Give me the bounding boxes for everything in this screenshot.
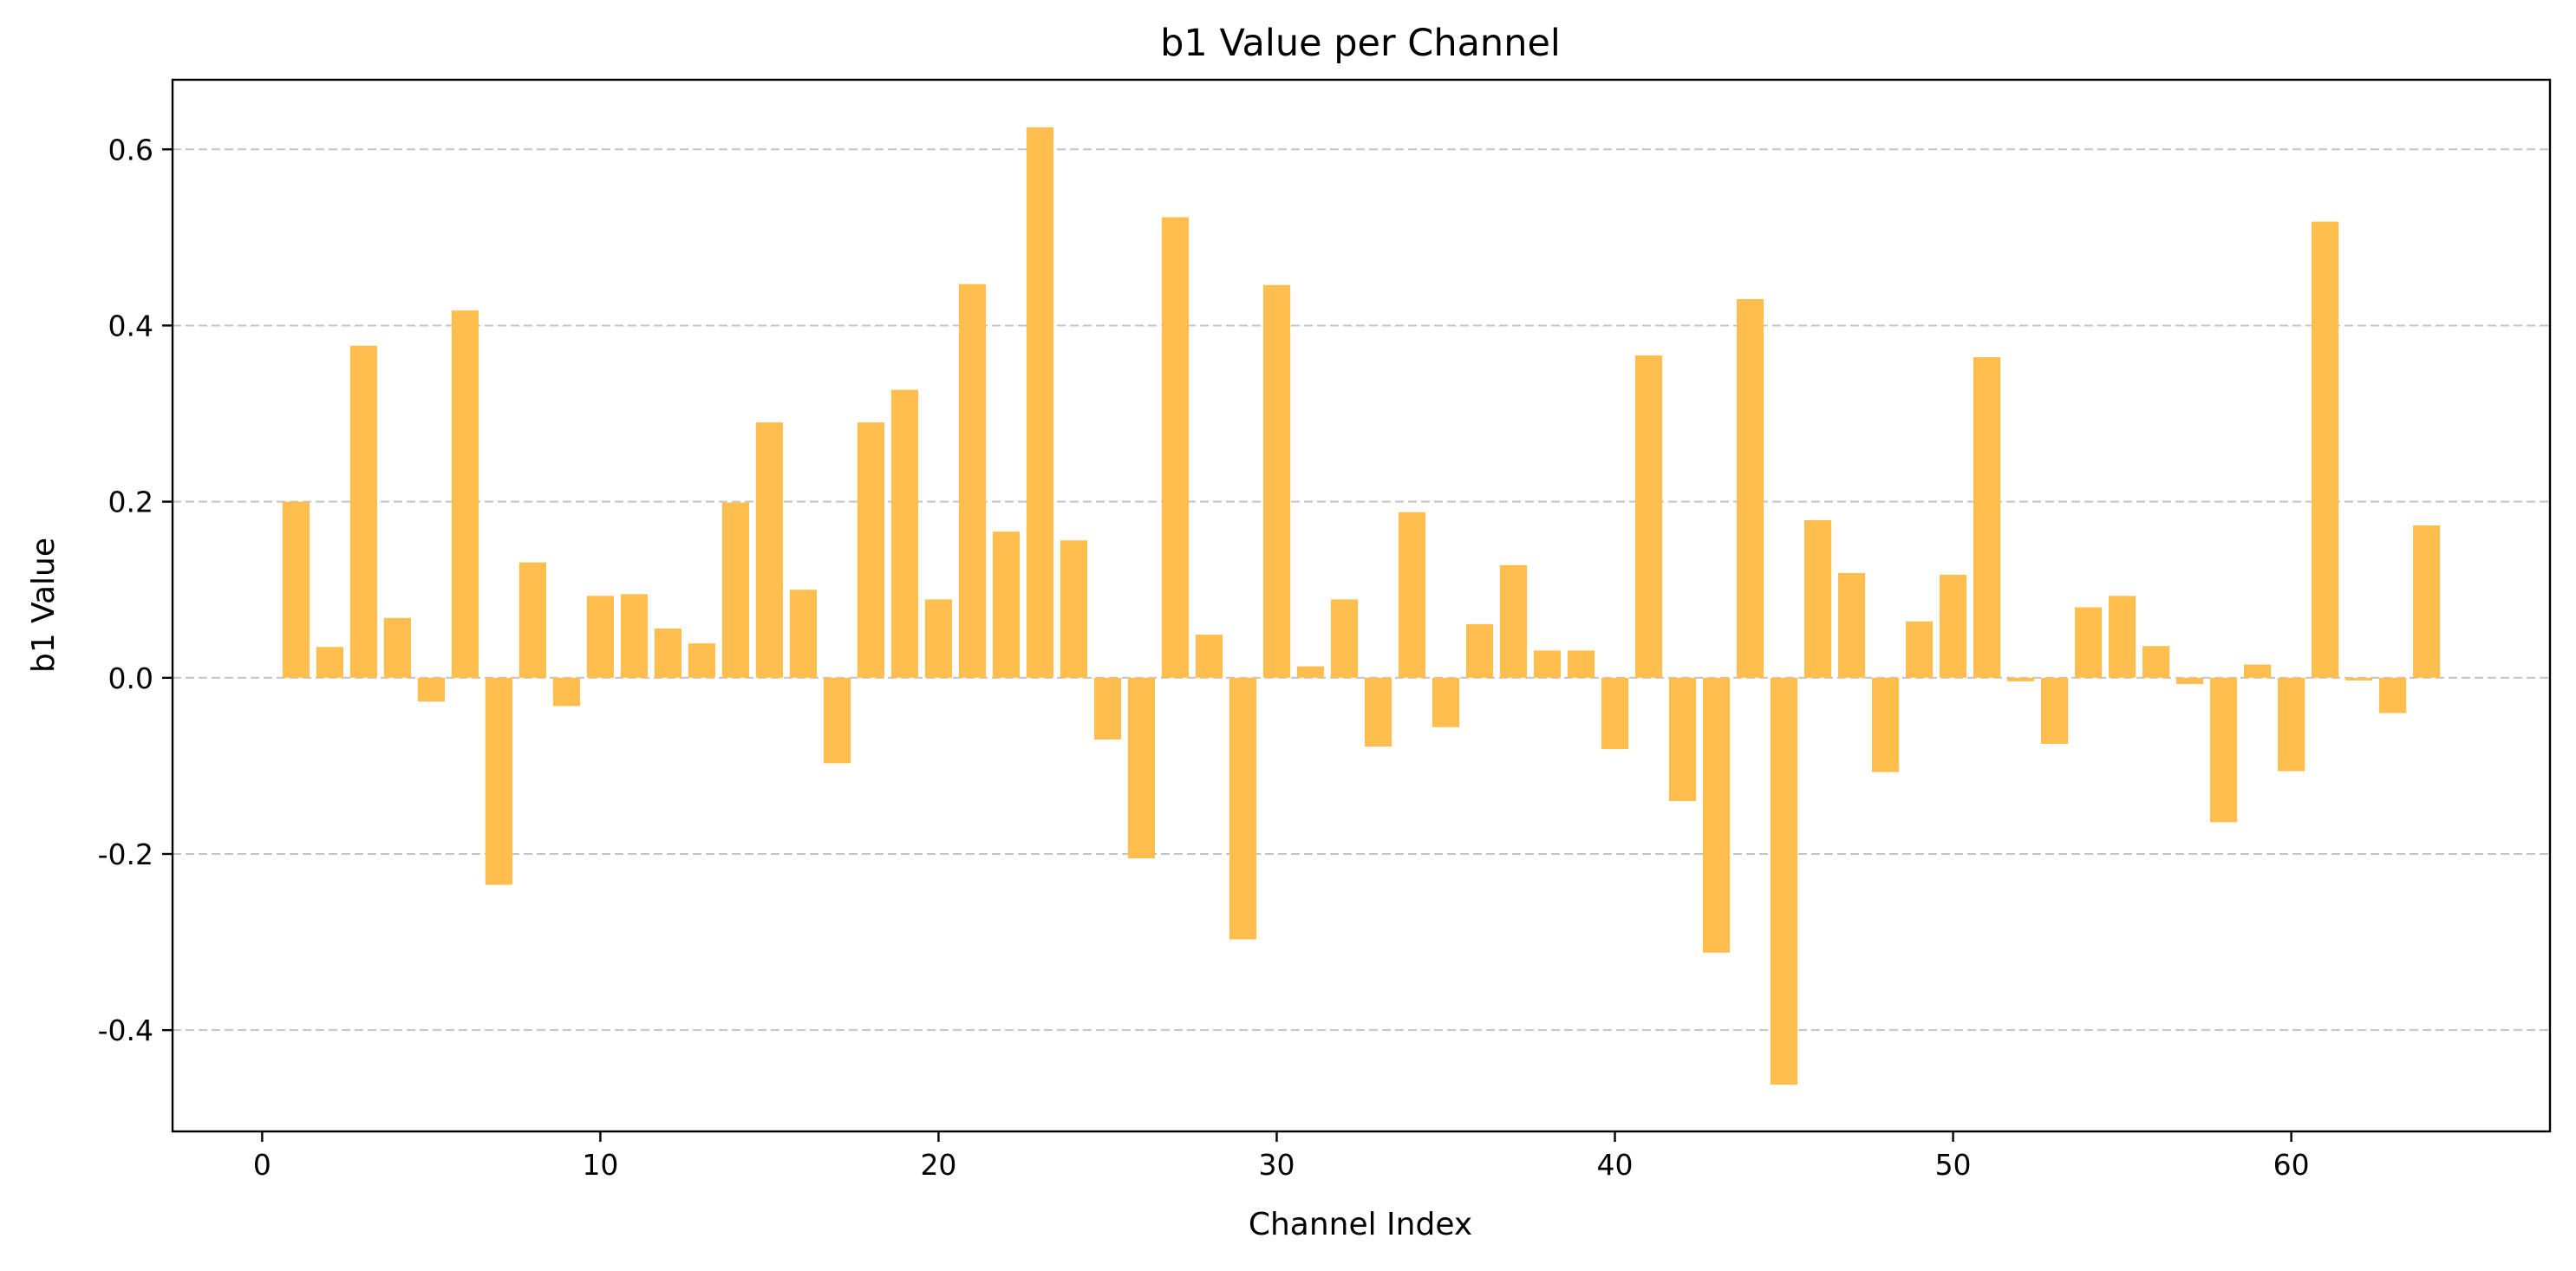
y-tick-label: 0.0 bbox=[108, 662, 153, 695]
bar bbox=[1736, 298, 1764, 678]
bar bbox=[1770, 677, 1798, 1085]
bar bbox=[2040, 677, 2069, 744]
bar bbox=[620, 594, 649, 678]
bar bbox=[1431, 677, 1460, 727]
bar bbox=[485, 677, 512, 885]
bar bbox=[1634, 355, 1663, 678]
y-tick-label: 0.6 bbox=[108, 133, 153, 166]
bar bbox=[2108, 596, 2136, 678]
bar bbox=[1093, 677, 1122, 740]
bar-series bbox=[282, 127, 2441, 1085]
x-tick-label: 50 bbox=[1935, 1148, 1972, 1182]
bar bbox=[654, 628, 682, 678]
bar bbox=[1195, 635, 1223, 678]
bar bbox=[2210, 677, 2238, 823]
x-tick-label: 40 bbox=[1597, 1148, 1634, 1182]
bar bbox=[1871, 677, 1900, 772]
bar bbox=[2345, 677, 2373, 681]
bar bbox=[2176, 677, 2204, 684]
y-tick-label: -0.2 bbox=[98, 838, 153, 871]
bar bbox=[2379, 677, 2407, 714]
bar bbox=[890, 389, 919, 678]
bar bbox=[1398, 512, 1426, 678]
bar bbox=[857, 422, 885, 678]
bar bbox=[1296, 666, 1325, 678]
bar bbox=[721, 502, 750, 678]
bar bbox=[958, 284, 987, 678]
chart-title: b1 Value per Channel bbox=[1160, 22, 1561, 65]
bar bbox=[1465, 623, 1494, 678]
bar bbox=[383, 617, 411, 678]
bar bbox=[2413, 525, 2441, 678]
bar bbox=[282, 501, 310, 678]
bar bbox=[1567, 650, 1595, 678]
bar bbox=[1803, 519, 1832, 678]
bar bbox=[1499, 564, 1528, 678]
bar bbox=[1668, 677, 1697, 802]
bar bbox=[688, 643, 716, 678]
plot-frame bbox=[171, 78, 2552, 1133]
bar bbox=[1262, 284, 1291, 678]
y-tick-label: 0.2 bbox=[108, 486, 153, 519]
x-tick-label: 30 bbox=[1258, 1148, 1295, 1182]
y-axis: -0.4 -0.2 0.0 0.2 0.4 0.6 bbox=[98, 133, 173, 1047]
bar bbox=[2244, 664, 2272, 678]
x-tick-label: 20 bbox=[920, 1148, 956, 1182]
bar bbox=[1026, 127, 1054, 678]
bar bbox=[2312, 221, 2339, 678]
bar bbox=[1364, 677, 1392, 747]
y-tick-label: 0.4 bbox=[108, 309, 153, 342]
bar bbox=[1060, 540, 1088, 678]
bar bbox=[1229, 677, 1257, 940]
bar bbox=[1127, 677, 1156, 859]
bar bbox=[924, 599, 953, 678]
bar bbox=[1939, 574, 1967, 678]
bar bbox=[1161, 217, 1190, 678]
bar bbox=[789, 590, 818, 678]
bar bbox=[1837, 572, 1866, 678]
x-axis: 0 10 20 30 40 50 60 bbox=[253, 1131, 2310, 1182]
bar bbox=[823, 677, 851, 764]
bar bbox=[755, 422, 784, 678]
x-axis-label: Channel Index bbox=[1249, 1207, 1472, 1242]
bar bbox=[2278, 677, 2305, 772]
bar bbox=[2142, 646, 2170, 678]
bar bbox=[451, 310, 479, 678]
bar bbox=[1973, 357, 2001, 678]
x-tick-label: 10 bbox=[582, 1148, 618, 1182]
bar bbox=[552, 677, 581, 707]
bar bbox=[2074, 607, 2103, 678]
bar bbox=[417, 677, 445, 702]
bar bbox=[1330, 599, 1359, 678]
bar bbox=[1702, 677, 1731, 953]
bar bbox=[1905, 621, 1934, 678]
x-tick-label: 0 bbox=[253, 1148, 271, 1182]
bar bbox=[586, 596, 615, 678]
bar bbox=[518, 562, 546, 678]
y-axis-label: b1 Value bbox=[26, 538, 62, 673]
bar bbox=[2006, 677, 2035, 681]
y-tick-label: -0.4 bbox=[98, 1014, 153, 1047]
bar bbox=[316, 647, 343, 678]
bar bbox=[349, 345, 377, 678]
bar bbox=[1533, 650, 1562, 678]
bar bbox=[992, 531, 1021, 678]
bar bbox=[1601, 677, 1629, 750]
x-tick-label: 60 bbox=[2273, 1148, 2310, 1182]
